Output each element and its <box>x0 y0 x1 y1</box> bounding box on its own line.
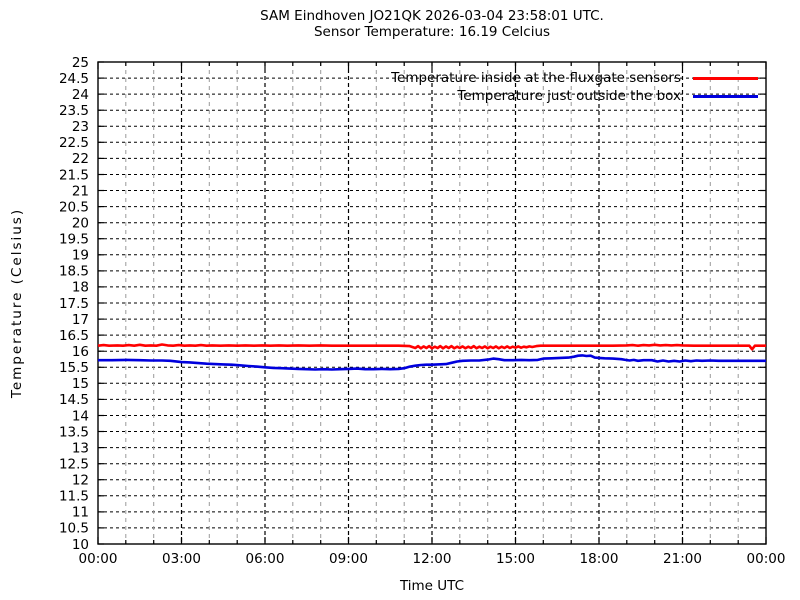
svg-text:13.5: 13.5 <box>59 424 89 440</box>
legend-label-inside-sensors: Temperature inside at the fluxgate senso… <box>391 70 681 86</box>
svg-text:14.5: 14.5 <box>59 392 89 408</box>
series-line-outside <box>98 354 766 371</box>
svg-text:06:00: 06:00 <box>246 551 285 567</box>
chart-subtitle: Sensor Temperature: 16.19 Celcius <box>313 23 551 40</box>
svg-text:11.5: 11.5 <box>59 489 89 505</box>
svg-text:20: 20 <box>72 215 89 231</box>
svg-text:19: 19 <box>72 248 89 264</box>
svg-text:10.5: 10.5 <box>59 521 89 537</box>
svg-text:03:00: 03:00 <box>162 551 201 567</box>
svg-text:25: 25 <box>72 55 89 71</box>
legend-item-inside-sensors: Temperature inside at the fluxgate senso… <box>391 69 758 87</box>
svg-text:22.5: 22.5 <box>59 135 89 151</box>
svg-text:15:00: 15:00 <box>496 551 535 567</box>
svg-text:16.5: 16.5 <box>59 328 89 344</box>
svg-text:16: 16 <box>72 344 89 360</box>
chart-title: SAM Eindhoven JO21QK 2026-03-04 23:58:01… <box>260 8 604 24</box>
legend: Temperature inside at the fluxgate senso… <box>391 69 758 105</box>
svg-text:13: 13 <box>72 440 89 456</box>
svg-text:12: 12 <box>72 473 89 489</box>
svg-text:14: 14 <box>72 408 89 424</box>
y-axis-title: Temperature (Celsius) <box>9 207 25 399</box>
svg-text:24: 24 <box>72 87 89 103</box>
legend-red-line-sample <box>693 76 758 80</box>
svg-text:20.5: 20.5 <box>59 199 89 215</box>
svg-text:18.5: 18.5 <box>59 264 89 280</box>
svg-text:19.5: 19.5 <box>59 232 89 248</box>
svg-text:18: 18 <box>72 280 89 296</box>
svg-text:24.5: 24.5 <box>59 71 89 87</box>
svg-text:21: 21 <box>72 183 89 199</box>
svg-text:23.5: 23.5 <box>59 103 89 119</box>
legend-label-outside-box: Temperature just outside the box <box>457 88 681 104</box>
svg-text:10: 10 <box>72 537 89 553</box>
svg-text:21.5: 21.5 <box>59 167 89 183</box>
svg-text:22: 22 <box>72 151 89 167</box>
svg-text:00:00: 00:00 <box>747 551 786 567</box>
legend-blue-line-sample <box>693 94 758 98</box>
svg-text:17: 17 <box>72 312 89 328</box>
svg-text:00:00: 00:00 <box>79 551 118 567</box>
svg-text:12.5: 12.5 <box>59 456 89 472</box>
svg-text:15.5: 15.5 <box>59 360 89 376</box>
svg-text:18:00: 18:00 <box>580 551 619 567</box>
svg-text:21:00: 21:00 <box>663 551 702 567</box>
chart-header: SAM Eindhoven JO21QK 2026-03-04 23:58:01… <box>260 8 604 40</box>
svg-text:09:00: 09:00 <box>329 551 368 567</box>
svg-text:17.5: 17.5 <box>59 296 89 312</box>
svg-text:11: 11 <box>72 505 89 521</box>
svg-text:15: 15 <box>72 376 89 392</box>
svg-text:23: 23 <box>72 119 89 135</box>
series-line-inside <box>97 343 766 351</box>
legend-item-outside-box: Temperature just outside the box <box>391 87 758 105</box>
x-axis-title: Time UTC <box>399 578 465 594</box>
svg-text:12:00: 12:00 <box>413 551 452 567</box>
